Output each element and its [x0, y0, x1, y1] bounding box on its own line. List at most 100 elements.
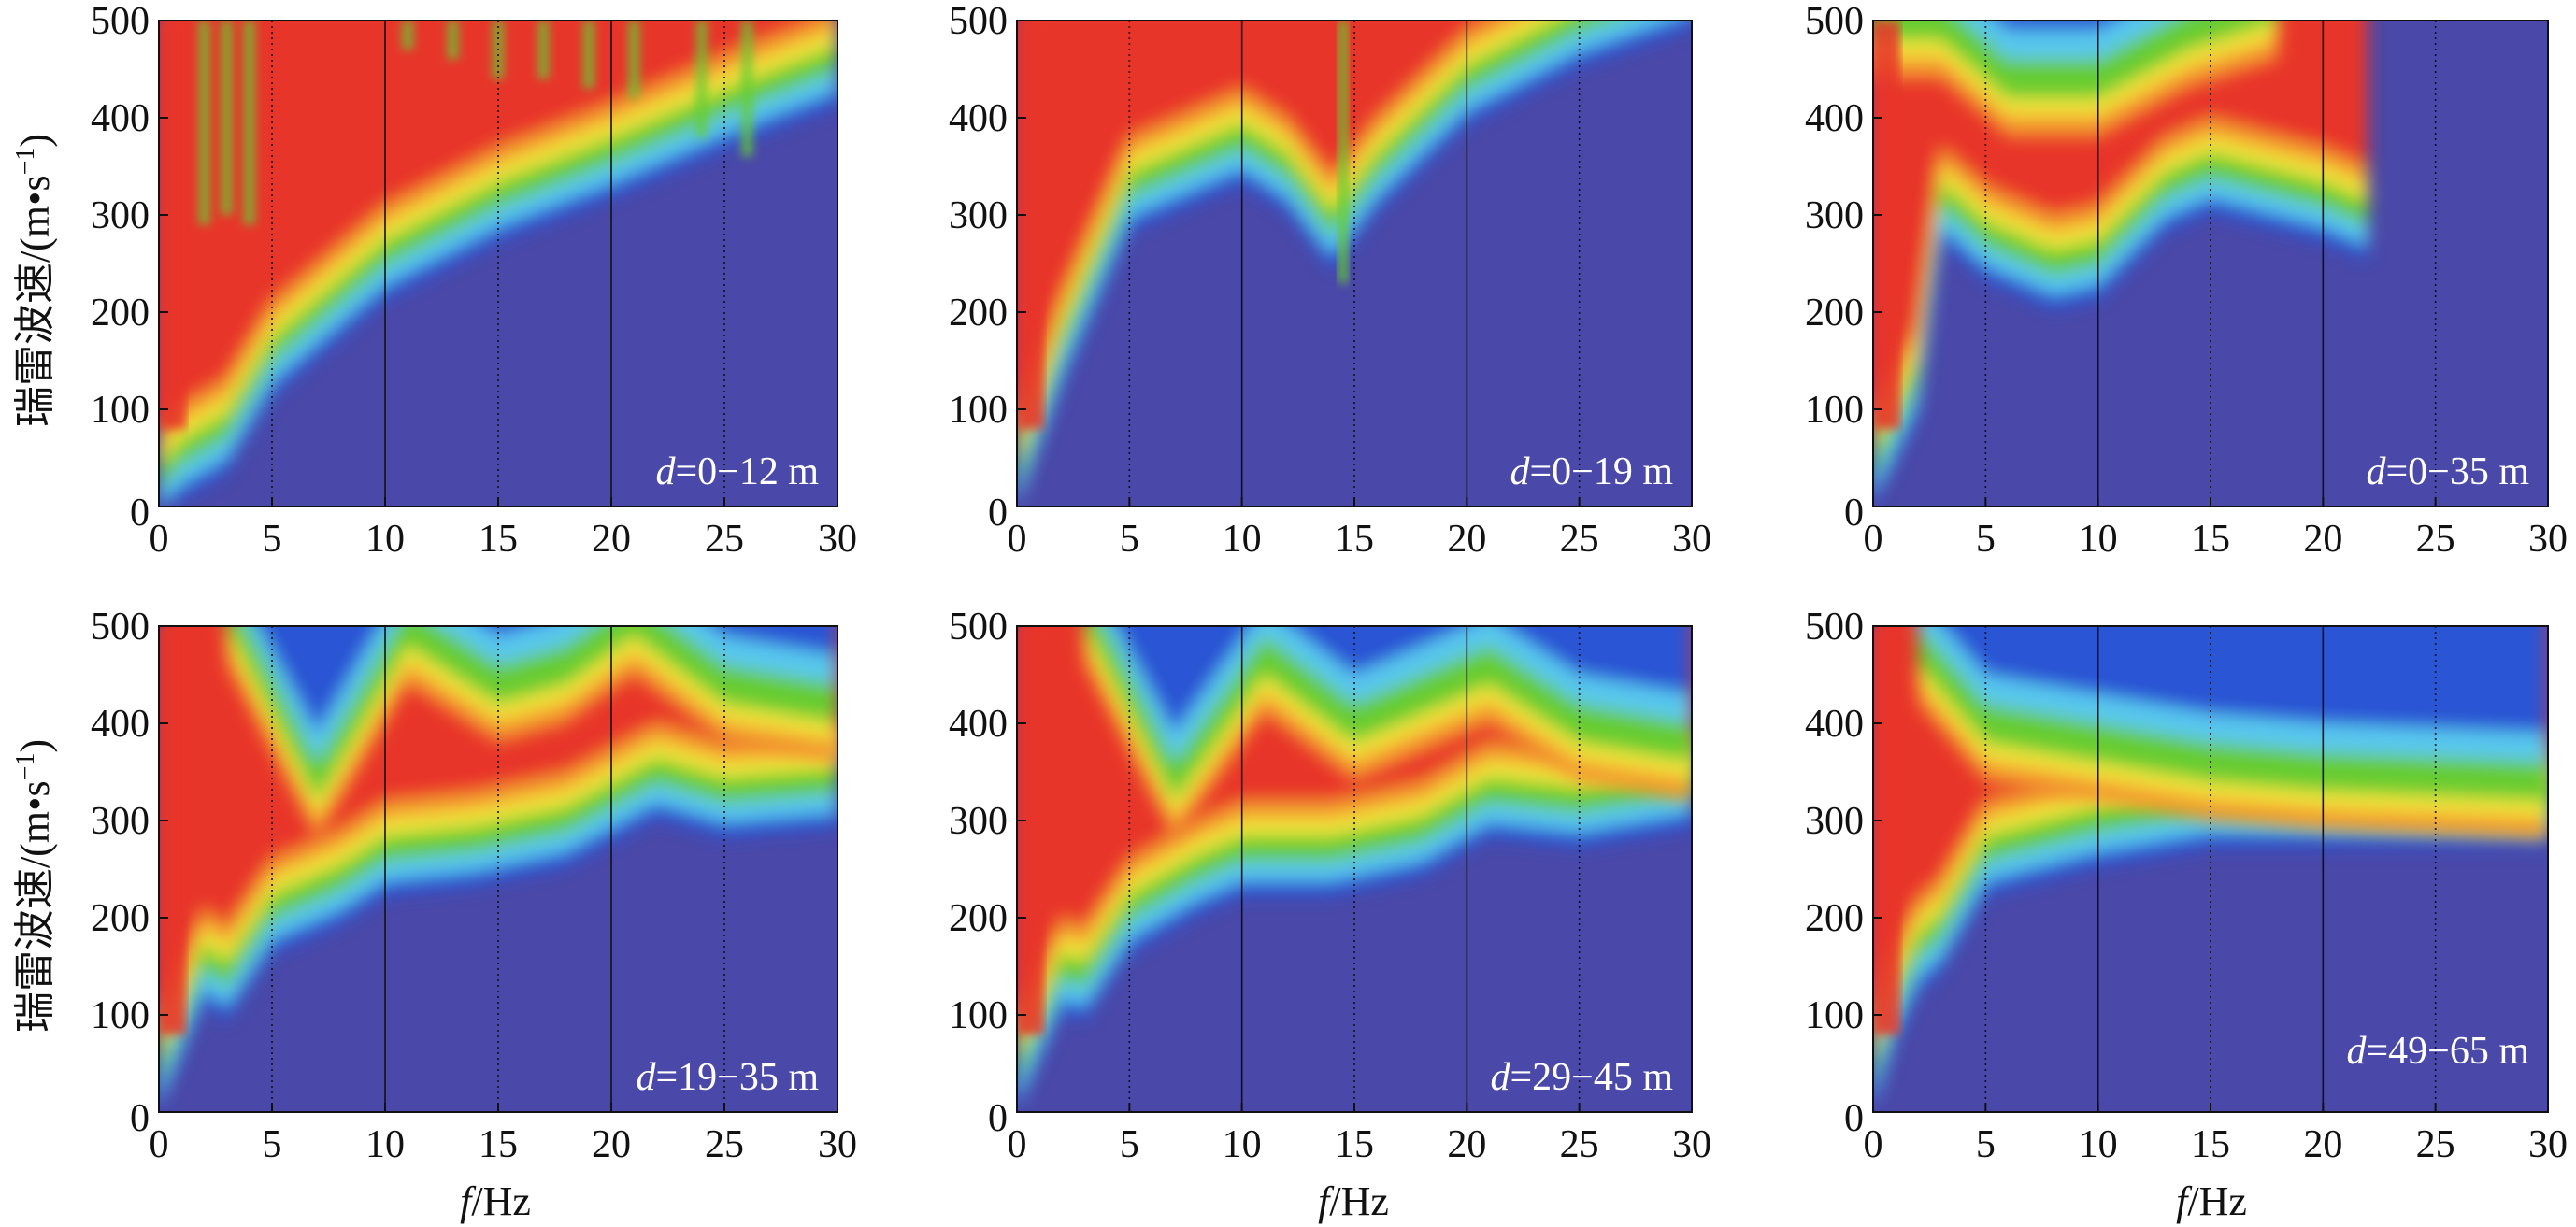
low-frequency-energy [1017, 21, 1044, 429]
y-tick-label: 100 [949, 389, 1008, 432]
y-tick-label: 200 [1805, 292, 1864, 335]
y-tick-label: 200 [1805, 897, 1864, 940]
y-tick-label: 500 [949, 606, 1008, 649]
spike-mark [741, 21, 753, 157]
y-axis-unit-exp: −1 [11, 753, 40, 781]
x-tick-label: 20 [592, 518, 631, 561]
x-tick-label: 30 [2528, 1123, 2568, 1166]
x-tick-label: 15 [2191, 1123, 2230, 1166]
upper-lobe-layer-4 [1996, 21, 2116, 31]
y-tick-label: 200 [949, 897, 1008, 940]
y-axis-unit-close: ) [12, 739, 58, 753]
y-tick-label: 300 [1805, 800, 1864, 843]
heatmap-top-left [159, 21, 837, 506]
x-tick-label: 0 [1008, 518, 1027, 561]
y-tick-label: 400 [91, 97, 150, 140]
y-tick-label: 300 [949, 194, 1008, 237]
x-tick-label: 10 [365, 518, 405, 561]
x-tick-label: 10 [2079, 518, 2118, 561]
x-tick-label: 20 [592, 1123, 631, 1166]
x-tick-label: 15 [479, 518, 518, 561]
x-tick-label: 30 [1672, 518, 1711, 561]
y-tick-label: 100 [91, 389, 150, 432]
x-tick-label: 10 [1223, 1123, 1262, 1166]
y-tick-label: 400 [949, 703, 1008, 746]
depth-range-label: d=0−19 m [1510, 450, 1673, 493]
x-tick-label: 5 [263, 518, 282, 561]
y-tick-label: 400 [1805, 703, 1864, 746]
x-tick-label: 20 [2303, 1123, 2342, 1166]
x-tick-label: 30 [818, 1123, 857, 1166]
y-axis-unit: (m•s [12, 175, 58, 250]
x-axis-label-left: f/Hz [460, 1178, 531, 1224]
x-tick-label: 25 [705, 518, 744, 561]
x-tick-label: 5 [263, 1123, 282, 1166]
y-tick-label: 100 [91, 994, 150, 1037]
y-tick-label: 0 [1844, 492, 1864, 535]
x-tick-label: 25 [1560, 518, 1599, 561]
y-tick-label: 200 [949, 292, 1008, 335]
y-tick-label: 0 [130, 1097, 150, 1140]
y-tick-label: 100 [949, 994, 1008, 1037]
depth-range-label: d=19−35 m [636, 1056, 819, 1099]
x-tick-label: 15 [1335, 1123, 1374, 1166]
x-tick-label: 25 [2416, 518, 2455, 561]
low-frequency-energy [1873, 626, 1900, 1034]
y-tick-label: 300 [91, 194, 150, 237]
depth-range-label: d=0−12 m [655, 450, 819, 493]
y-tick-label: 500 [91, 606, 150, 649]
y-tick-label: 100 [1805, 994, 1864, 1037]
x-tick-label: 5 [1120, 518, 1139, 561]
x-tick-label: 5 [1120, 1123, 1139, 1166]
y-tick-label: 300 [91, 800, 150, 843]
y-tick-label: 200 [91, 897, 150, 940]
x-tick-label: 30 [2528, 518, 2568, 561]
x-tick-label: 20 [2303, 518, 2342, 561]
spike-mark [447, 21, 459, 60]
y-tick-label: 0 [988, 492, 1008, 535]
spike-mark [1338, 21, 1349, 283]
y-tick-label: 400 [1805, 97, 1864, 140]
y-tick-label: 100 [1805, 389, 1864, 432]
y-tick-label: 500 [949, 0, 1008, 43]
spike-mark [628, 21, 640, 99]
y-tick-label: 400 [949, 97, 1008, 140]
y-axis-label-bottom: 瑞雷波速/(m•s−1) [11, 739, 58, 1033]
y-tick-label: 200 [91, 292, 150, 335]
low-frequency-energy [1873, 21, 1900, 429]
y-tick-label: 300 [1805, 194, 1864, 237]
x-tick-label: 10 [2079, 1123, 2118, 1166]
y-axis-unit-exp: −1 [11, 148, 40, 176]
y-tick-label: 0 [988, 1097, 1008, 1140]
band-layer-5 [159, 21, 813, 431]
spike-mark [537, 21, 550, 79]
band-layer-5 [1017, 21, 1486, 429]
y-tick-label: 500 [1805, 606, 1864, 649]
svg-text:瑞雷波速/(m•s−1): 瑞雷波速/(m•s−1) [11, 739, 58, 1033]
low-frequency-energy [159, 21, 186, 429]
x-tick-label: 25 [2416, 1123, 2455, 1166]
x-tick-label: 10 [1223, 518, 1262, 561]
x-tick-label: 0 [1008, 1123, 1027, 1166]
y-axis-label-cn: 瑞雷波速/ [12, 856, 58, 1033]
x-tick-label: 0 [1864, 1123, 1883, 1166]
low-frequency-energy [1017, 626, 1044, 1034]
spike-mark [582, 21, 594, 89]
x-tick-label: 0 [1864, 518, 1883, 561]
svg-text:瑞雷波速/(m•s−1): 瑞雷波速/(m•s−1) [11, 134, 58, 427]
x-tick-label: 15 [1335, 518, 1374, 561]
spike-mark [243, 21, 255, 225]
depth-range-label: d=0−35 m [2366, 450, 2529, 493]
spike-mark [695, 21, 708, 137]
y-axis-unit-close: ) [12, 134, 58, 148]
y-tick-label: 0 [1844, 1097, 1864, 1140]
x-tick-label: 0 [150, 518, 169, 561]
y-tick-label: 300 [949, 800, 1008, 843]
x-axis-label-center: f/Hz [1318, 1178, 1389, 1224]
x-tick-label: 25 [1560, 1123, 1599, 1166]
